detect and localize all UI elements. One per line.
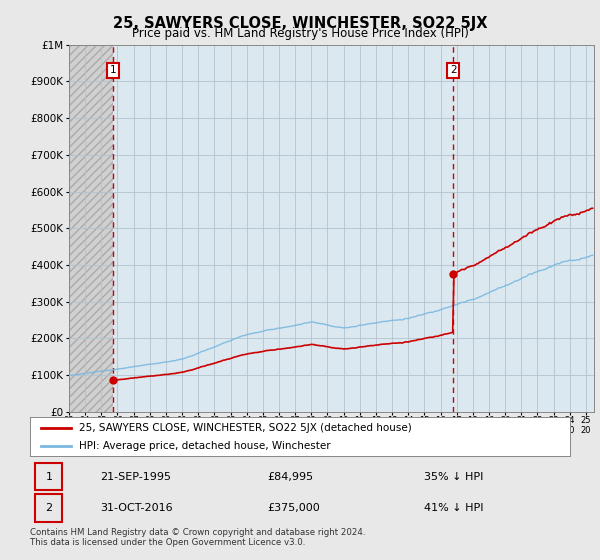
Text: 41% ↓ HPI: 41% ↓ HPI <box>424 503 484 513</box>
Text: 25, SAWYERS CLOSE, WINCHESTER, SO22 5JX (detached house): 25, SAWYERS CLOSE, WINCHESTER, SO22 5JX … <box>79 423 412 433</box>
Text: 1: 1 <box>46 472 52 482</box>
Text: £84,995: £84,995 <box>268 472 314 482</box>
Text: 2: 2 <box>46 503 52 513</box>
Text: 31-OCT-2016: 31-OCT-2016 <box>100 503 173 513</box>
Text: Price paid vs. HM Land Registry's House Price Index (HPI): Price paid vs. HM Land Registry's House … <box>131 27 469 40</box>
Text: 21-SEP-1995: 21-SEP-1995 <box>100 472 171 482</box>
Text: 2: 2 <box>450 66 457 76</box>
Text: 1: 1 <box>109 66 116 76</box>
Text: 25, SAWYERS CLOSE, WINCHESTER, SO22 5JX: 25, SAWYERS CLOSE, WINCHESTER, SO22 5JX <box>113 16 487 31</box>
Text: 35% ↓ HPI: 35% ↓ HPI <box>424 472 484 482</box>
Text: Contains HM Land Registry data © Crown copyright and database right 2024.
This d: Contains HM Land Registry data © Crown c… <box>30 528 365 547</box>
Text: £375,000: £375,000 <box>268 503 320 513</box>
Text: HPI: Average price, detached house, Winchester: HPI: Average price, detached house, Winc… <box>79 441 330 451</box>
